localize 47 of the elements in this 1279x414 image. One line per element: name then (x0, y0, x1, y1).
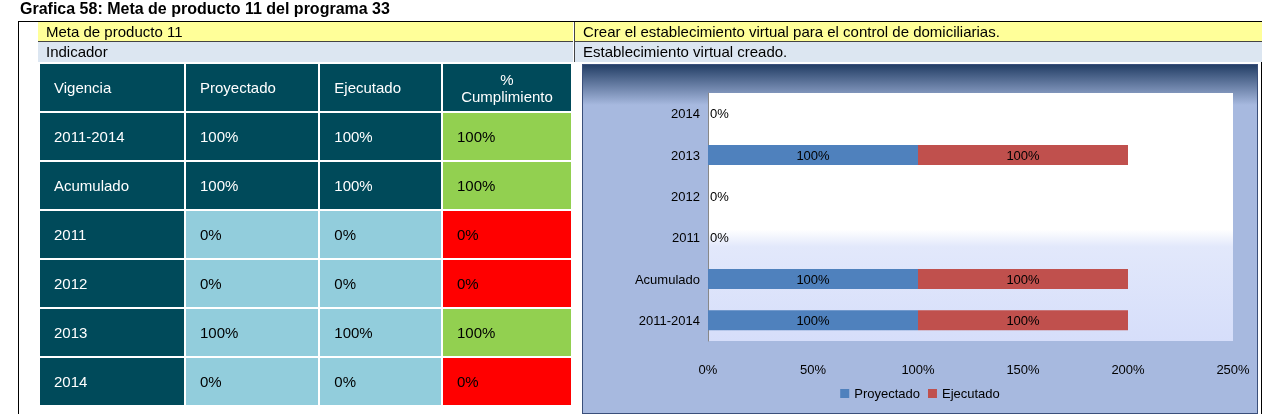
data-label: 100% (1006, 271, 1041, 287)
row-header-cell: 2014 (39, 357, 185, 406)
data-label: 0% (442, 259, 572, 308)
chart-subtitle: Indicador (38, 42, 573, 62)
row-header-cell: Acumulado (39, 161, 185, 210)
x-tick-label: 150% (1006, 362, 1041, 377)
data-label: 100% (796, 271, 831, 287)
data-label: 100% (796, 147, 831, 163)
data-label: 0% (710, 230, 730, 246)
y-tick-label: Acumulado (634, 271, 700, 287)
x-tick-label: 50% (799, 362, 827, 377)
chart-subtitle: Establecimiento virtual creado. (574, 42, 1262, 62)
data-label: 0% (185, 259, 320, 308)
data-label: 100% (442, 161, 572, 210)
data-label: 0% (185, 210, 320, 259)
x-tick-label: 100% (901, 362, 936, 377)
data-label: 0% (710, 106, 730, 122)
data-label: 100% (185, 112, 320, 161)
data-label: 100% (442, 112, 572, 161)
chart-title: Meta de producto 11 (38, 22, 573, 42)
legend-label: Proyectado (854, 386, 920, 401)
x-tick-label: 250% (1216, 362, 1251, 377)
data-label: 100% (796, 312, 831, 328)
y-tick-label: 2012 (671, 188, 700, 204)
row-header-cell: 2013 (39, 308, 185, 357)
data-label: 0% (319, 259, 442, 308)
text: Grafica 58: Meta de producto 11 del programa 33 (20, 0, 390, 18)
header-cell: Vigencia (39, 63, 185, 112)
row-header-cell: 2011-2014 (39, 112, 185, 161)
data-label: 100% (1006, 312, 1041, 328)
x-tick-label: 0% (698, 362, 718, 377)
data-label: 100% (319, 112, 442, 161)
x-tick-label: 200% (1111, 362, 1146, 377)
y-tick-label: 2011 (672, 230, 700, 246)
data-label: 0% (319, 210, 442, 259)
legend-label: Ejecutado (941, 386, 1000, 401)
y-tick-label: 2014 (671, 106, 700, 122)
data-label: 0% (710, 188, 730, 204)
row-header-cell: 2012 (39, 259, 185, 308)
chart-title: Crear el establecimiento virtual para el control de domiciliarias. (574, 22, 1262, 42)
y-tick-label: 2013 (671, 147, 700, 163)
y-tick-label: 2011-2014 (638, 312, 700, 328)
data-label: 100% (319, 161, 442, 210)
row-header-cell: 2011 (39, 210, 185, 259)
data-label: 100% (1006, 147, 1041, 163)
data-label: 100% (185, 161, 320, 210)
data-label: 0% (442, 210, 572, 259)
